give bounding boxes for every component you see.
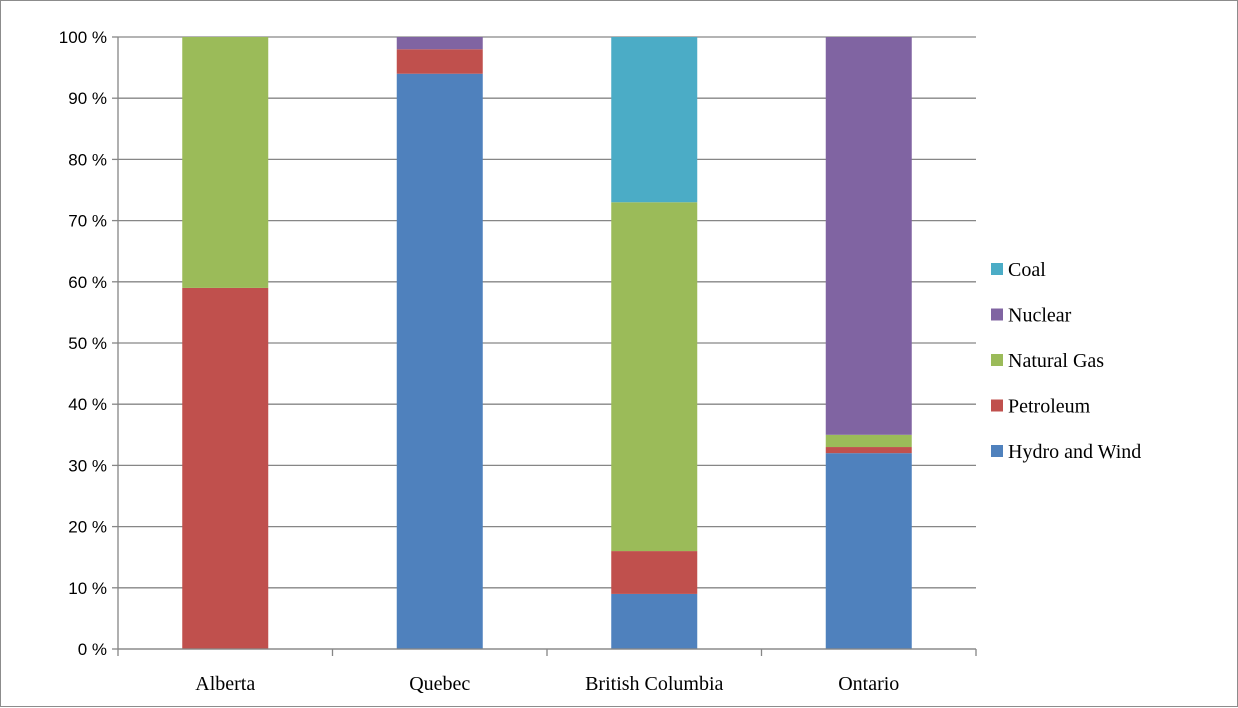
y-tick-label: 60 % — [68, 273, 107, 292]
bar-segment — [611, 202, 697, 551]
bar-segment — [826, 435, 912, 447]
legend-swatch — [991, 400, 1003, 412]
bar-segment — [182, 288, 268, 649]
x-tick-label: Ontario — [838, 673, 899, 695]
bar-segment — [611, 551, 697, 594]
bar-segment — [182, 37, 268, 288]
legend-swatch — [991, 309, 1003, 321]
legend-label: Petroleum — [1008, 396, 1091, 418]
y-tick-label: 0 % — [78, 640, 107, 659]
legend-swatch — [991, 354, 1003, 366]
y-tick-label: 70 % — [68, 212, 107, 231]
bar-segment — [397, 49, 483, 73]
bar-segment — [611, 594, 697, 649]
x-tick-label: Quebec — [409, 673, 470, 695]
y-tick-label: 50 % — [68, 334, 107, 353]
legend-swatch — [991, 263, 1003, 275]
bar-segment — [826, 37, 912, 435]
legend-swatch — [991, 445, 1003, 457]
legend-label: Nuclear — [1008, 305, 1072, 327]
y-tick-label: 30 % — [68, 456, 107, 475]
bar-segment — [397, 74, 483, 649]
legend-label: Natural Gas — [1008, 350, 1104, 372]
y-tick-labels: 0 % 10 % 20 % 30 % 40 % 50 % 60 % 70 % 80 % 90 % 1… — [59, 28, 107, 659]
x-tick-labels: Alberta Quebec British Columbia Ontario — [195, 673, 899, 695]
y-tick-label: 10 % — [68, 579, 107, 598]
bar-segment — [826, 453, 912, 649]
bar-segment — [611, 37, 697, 202]
x-tick-label: Alberta — [195, 673, 255, 695]
legend: Coal Nuclear Natural Gas Petroleum Hydro and… — [991, 259, 1141, 463]
y-tick-label: 20 % — [68, 518, 107, 537]
legend-label: Hydro and Wind — [1008, 441, 1141, 463]
legend-label: Coal — [1008, 259, 1046, 281]
y-tick-label: 40 % — [68, 395, 107, 414]
x-tick-label: British Columbia — [585, 673, 723, 695]
y-tick-label: 100 % — [59, 28, 107, 47]
y-tick-label: 80 % — [68, 150, 107, 169]
y-tick-label: 90 % — [68, 89, 107, 108]
bar-segment — [826, 447, 912, 453]
bar-segment — [397, 37, 483, 49]
